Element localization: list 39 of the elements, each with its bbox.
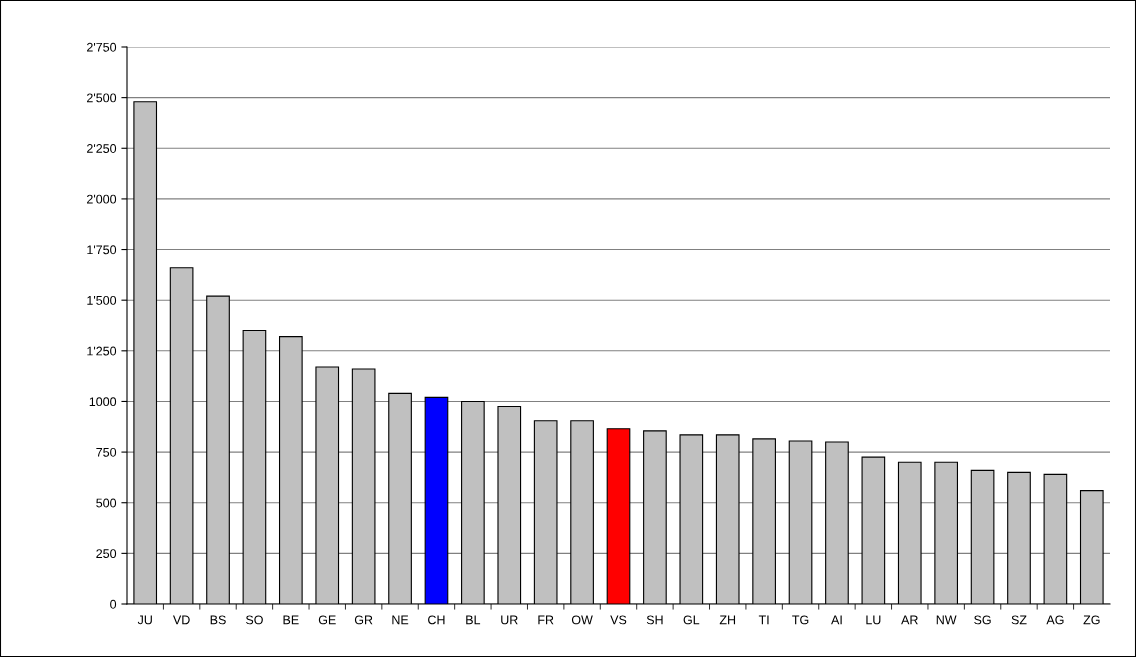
x-tick-label: TI (758, 615, 769, 625)
x-tick-label: LU (866, 615, 881, 625)
x-tick-label: SO (245, 615, 263, 625)
x-tick-label: NE (392, 615, 409, 625)
y-tick-label: 2'750 (87, 42, 117, 52)
x-tick-label: TG (792, 615, 809, 625)
x-tick-label: BE (283, 615, 299, 625)
x-tick-label: BL (466, 615, 481, 625)
x-tick-label: GL (683, 615, 700, 625)
y-tick-label: 1'500 (87, 295, 117, 305)
x-tick-label: CH (428, 615, 445, 625)
x-tick-label: VD (172, 615, 190, 625)
x-tick-label: UR (501, 615, 518, 625)
x-tick-label: SZ (1011, 615, 1027, 625)
x-tick-label: VS (610, 615, 627, 625)
x-tick-label: SH (646, 615, 663, 625)
x-tick-label: BS (210, 615, 226, 625)
y-tick-label: 0 (110, 599, 117, 609)
y-tick-label: 250 (96, 549, 117, 559)
x-tick-label: ZG (1083, 615, 1100, 625)
y-tick-label: 750 (96, 447, 117, 457)
x-tick-label: FR (538, 615, 554, 625)
x-tick-label: AI (831, 615, 842, 625)
x-tick-label: NW (936, 615, 957, 625)
y-tick-label: 500 (96, 498, 117, 508)
x-tick-label: JU (137, 615, 152, 625)
y-tick-label: 1'750 (87, 245, 117, 255)
y-tick-label: 2'000 (87, 194, 117, 204)
y-tick-label: 2'250 (87, 144, 117, 153)
x-tick-label: ZH (719, 615, 736, 625)
x-tick-label: AG (1046, 615, 1064, 625)
y-tick-label: 2'500 (87, 93, 117, 103)
x-tick-label: OW (571, 615, 593, 625)
x-tick-label: GR (354, 615, 373, 625)
x-tick-label: SG (974, 615, 991, 625)
y-tick-label: 1'250 (87, 346, 117, 356)
y-tick-label: 1000 (89, 397, 117, 407)
x-tick-label: GE (318, 615, 336, 625)
x-tick-label: AR (901, 615, 918, 625)
